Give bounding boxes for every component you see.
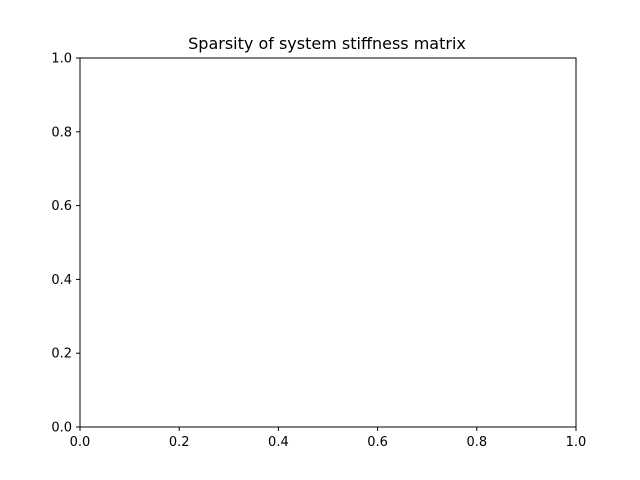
y-tick-label: 1.0	[51, 52, 72, 67]
x-tick-label: 0.4	[268, 435, 289, 450]
chart-title: Sparsity of system stiffness matrix	[188, 34, 466, 53]
x-tick-label: 0.2	[169, 435, 190, 450]
y-tick-label: 0.6	[51, 199, 72, 214]
y-axis-ticks: 0.0 0.2 0.4 0.6 0.8 1.0	[51, 52, 80, 436]
y-tick-label: 0.2	[51, 347, 72, 362]
plot-area	[79, 57, 577, 428]
x-tick-label: 0.6	[367, 435, 388, 450]
y-tick-label: 0.4	[51, 273, 72, 288]
y-tick-label: 0.0	[51, 421, 72, 436]
x-tick-label: 0.0	[70, 435, 91, 450]
y-tick-label: 0.8	[51, 125, 72, 140]
x-tick-label: 0.8	[466, 435, 487, 450]
x-tick-label: 1.0	[566, 435, 587, 450]
x-axis-ticks: 0.0 0.2 0.4 0.6 0.8 1.0	[70, 427, 587, 450]
